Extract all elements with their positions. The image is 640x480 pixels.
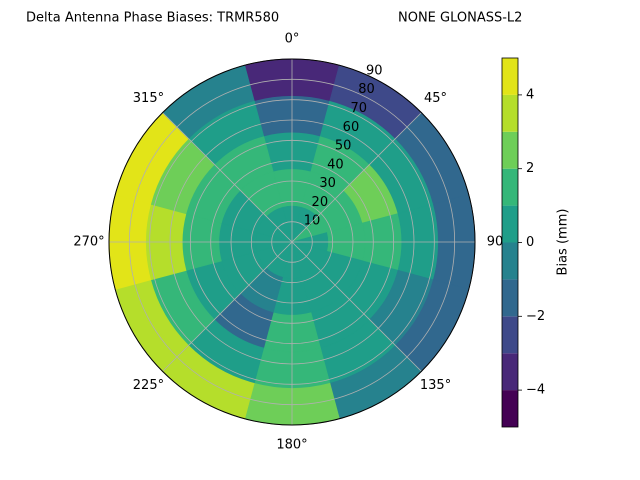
angular-grid-line: [291, 241, 422, 372]
r-tick-label: 40: [327, 157, 344, 172]
r-tick-label: 90: [366, 63, 383, 78]
colorbar-tick-label: 4: [526, 87, 534, 102]
colorbar-label: Bias (mm): [556, 209, 571, 276]
theta-tick-label: 45°: [424, 91, 447, 106]
colorbar-tick-label: −2: [526, 309, 545, 324]
colorbar-tick-label: 2: [526, 161, 534, 176]
colorbar-band: [502, 205, 518, 243]
chart-subtitle: NONE GLONASS-L2: [398, 11, 522, 26]
colorbar-band: [502, 390, 518, 427]
r-tick-label: 60: [343, 120, 360, 135]
colorbar-band: [502, 94, 518, 132]
angular-grid-line: [291, 112, 422, 243]
r-tick-label: 80: [358, 82, 375, 97]
colorbar-band: [502, 353, 518, 391]
theta-tick-label: 270°: [73, 235, 104, 250]
polar-frame: [108, 58, 476, 426]
angular-grid-line: [162, 112, 293, 243]
colorbar-band: [502, 279, 518, 317]
angular-grid-line: [162, 241, 293, 372]
theta-tick-label: 180°: [276, 438, 307, 453]
theta-tick-label: 225°: [133, 378, 164, 393]
r-tick-label: 30: [319, 176, 336, 191]
colorbar-tick-label: −4: [526, 383, 545, 398]
r-tick-label: 50: [335, 139, 352, 154]
theta-tick-label: 90: [487, 235, 504, 250]
r-tick-label: 70: [350, 101, 367, 116]
theta-tick-label: 315°: [133, 91, 164, 106]
r-tick-label: 20: [312, 195, 329, 210]
colorbar-tick-label: 0: [526, 235, 534, 250]
theta-tick-label: 135°: [420, 378, 451, 393]
colorbar-band: [502, 242, 518, 280]
theta-tick-label: 0°: [285, 32, 300, 47]
colorbar-band: [502, 168, 518, 206]
chart-title: Delta Antenna Phase Biases: TRMR580: [26, 11, 279, 26]
colorbar-band: [502, 58, 518, 95]
colorbar-band: [502, 131, 518, 169]
colorbar-band: [502, 316, 518, 354]
